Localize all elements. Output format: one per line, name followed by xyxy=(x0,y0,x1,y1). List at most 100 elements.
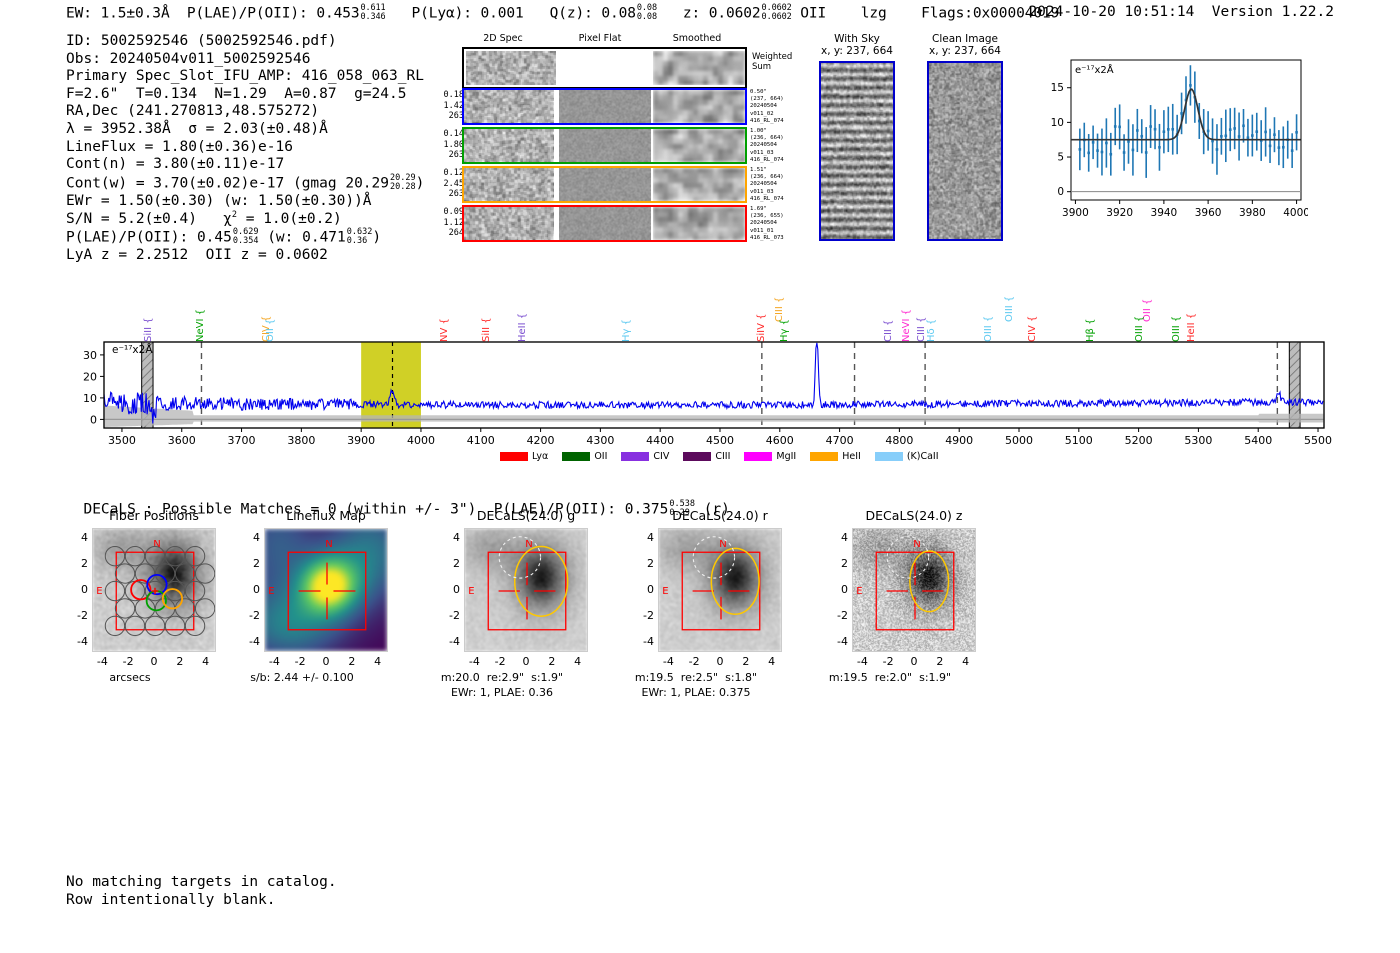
cutout-ytick: 2 xyxy=(841,557,848,571)
footer-line-2: Row intentionally blank. xyxy=(66,891,276,908)
info-lineflux: LineFlux = 1.80(±0.36)e-16 xyxy=(66,138,293,155)
svg-text:10: 10 xyxy=(83,392,97,405)
emission-line-label: HeII { xyxy=(516,312,528,342)
spec2d-panel-group: 2D Spec Pixel Flat Smoothed Weighted Sum xyxy=(430,33,792,248)
cutout-ytick: -2 xyxy=(77,608,88,622)
emission-line-label: CII { xyxy=(883,319,895,342)
cutout-xtick: 4 xyxy=(574,655,582,668)
svg-text:5000: 5000 xyxy=(1005,434,1033,447)
cutout-xtick: 0 xyxy=(716,655,724,668)
cutout-xtick: 4 xyxy=(202,655,210,668)
fiber-left-label: 0.12 2.45 263 xyxy=(443,168,464,199)
cutout-ytick: 4 xyxy=(253,531,260,545)
svg-text:E: E xyxy=(856,586,862,597)
cutout-caption-2: EWr: 1, PLAE: 0.36 xyxy=(450,686,554,699)
fiber-meta-label: 1.00" (236, 664) 20240504 v011_03 416_RL… xyxy=(750,128,784,163)
cutout-overlay: NE xyxy=(268,539,367,631)
svg-text:5100: 5100 xyxy=(1065,434,1093,447)
cutout-xtick: -2 xyxy=(688,655,700,668)
header-timestamp-version: 2024-10-20 10:51:14 Version 1.22.2 xyxy=(1028,4,1334,20)
svg-text:N: N xyxy=(913,539,920,550)
weighted-sum-label: Weighted Sum xyxy=(752,52,793,72)
fiber-pixelflat xyxy=(559,168,651,201)
cutout-ytick: -4 xyxy=(77,634,88,648)
svg-text:3700: 3700 xyxy=(228,434,256,447)
svg-text:3940: 3940 xyxy=(1151,207,1178,219)
cutout-ytick: -4 xyxy=(449,634,460,648)
legend-swatch xyxy=(621,452,650,461)
cutout-overlay: NE xyxy=(856,536,955,631)
fiber-row xyxy=(462,205,747,242)
decals-header-text: DECaLS : Possible Matches = 0 (within +/… xyxy=(83,501,669,518)
cutout-overlay: NE xyxy=(662,536,761,631)
zoom-plot-svg: e⁻¹⁷x2Å 3900 3920 3940 3960 3980 4000 0 5 10 15 xyxy=(1051,59,1310,219)
info-plae: P(LAE)/P(OII): 0.450.629 0.354 (w: 0.4710… xyxy=(66,227,382,247)
info-id: ID: 5002592546 (5002592546.pdf) xyxy=(66,33,337,49)
emission-line-label: HeII { xyxy=(1186,312,1198,342)
cutout-xtick: 0 xyxy=(910,655,918,668)
cutout-xtick: -4 xyxy=(468,655,480,668)
cutout-caption: s/b: 2.44 +/- 0.100 xyxy=(250,671,354,684)
source-info-block: ID: 5002592546 (5002592546.pdf) Obs: 202… xyxy=(66,33,424,265)
cutout-ytick: 0 xyxy=(841,583,848,596)
svg-text:4400: 4400 xyxy=(646,434,674,447)
svg-text:3600: 3600 xyxy=(168,434,196,447)
cutout-ytick: 4 xyxy=(647,531,654,545)
emission-line-label: SiIV { xyxy=(755,313,767,342)
cutout-ytick: -4 xyxy=(837,634,848,648)
emission-line-label: Hδ { xyxy=(926,318,938,342)
cutout-xtick: 4 xyxy=(962,655,970,668)
cutout-xtick: 2 xyxy=(176,655,184,668)
cutout-xtick: 4 xyxy=(768,655,776,668)
legend-label: MgII xyxy=(776,451,797,462)
svg-text:4000: 4000 xyxy=(1283,207,1308,219)
cutout-xtick: -4 xyxy=(662,655,674,668)
info-ewr: EWr = 1.50(±0.30) (w: 1.50(±0.30))Å xyxy=(66,193,372,209)
svg-text:4100: 4100 xyxy=(467,434,495,447)
footer-line-1: No matching targets in catalog. xyxy=(66,874,337,890)
clean-image-title: Clean Image xyxy=(931,33,999,45)
z-label: z: xyxy=(682,5,701,22)
svg-text:4700: 4700 xyxy=(826,434,854,447)
info-seeing: F=2.6" T=0.134 N=1.29 A=0.87 g=24.5 xyxy=(66,85,407,102)
cutout-ytick: -2 xyxy=(249,608,260,622)
cutout-xtick: -2 xyxy=(294,655,306,668)
col-title-pixelflat: Pixel Flat xyxy=(578,33,622,44)
col-title-smoothed: Smoothed xyxy=(672,33,722,44)
cutout-xtick: -2 xyxy=(494,655,506,668)
cutout-caption: m:20.0 re:2.9" s:1.9" xyxy=(440,671,564,684)
svg-text:3500: 3500 xyxy=(108,434,136,447)
emission-line-label: OIII { xyxy=(1134,315,1146,342)
cutout-overlay: NE xyxy=(96,539,215,637)
svg-text:N: N xyxy=(325,539,332,550)
classification-label: lzg xyxy=(860,5,887,22)
cutout-xtick: -4 xyxy=(96,655,108,668)
cutout-xtick: 0 xyxy=(150,655,158,668)
legend-label: HeII xyxy=(842,451,861,462)
svg-text:4500: 4500 xyxy=(706,434,734,447)
clean-image-image xyxy=(927,61,1003,241)
fiber-left-label: 0.14 1.80 263 xyxy=(443,129,464,160)
plae-poii-value: 0.453 xyxy=(316,5,360,22)
clean-image-panel: Clean Image x, y: 237, 664 xyxy=(920,33,1010,241)
legend-label: Lyα xyxy=(532,451,549,462)
cutout-caption: arcsecs xyxy=(109,671,151,684)
qz-value: 0.08 xyxy=(601,5,636,22)
svg-text:E: E xyxy=(96,586,102,597)
emission-line-label: NV { xyxy=(438,318,450,342)
z-range: 0.0602 0.0602 xyxy=(761,3,792,22)
info-sn-chi2: S/N = 5.2(±0.4) χ2 = 1.0(±0.2) xyxy=(66,209,342,227)
cutout-title: DECaLS(24.0) z xyxy=(865,508,963,523)
plya-value: 0.001 xyxy=(480,5,524,22)
cutout-ytick: 2 xyxy=(253,557,260,571)
cutout-ytick: 0 xyxy=(253,583,260,596)
cutout-panel: DECaLS(24.0) r N E 4 2 0 -2 -4 -4 -2 0 2 4 m:19.5 re:… xyxy=(634,508,804,699)
emission-line-label: NeVI { xyxy=(900,309,912,342)
svg-text:N: N xyxy=(525,539,532,550)
fiber-meta-label: 0.50" (237, 664) 20240504 v011_02 416_RL… xyxy=(750,89,784,124)
header-summary-line: EW: 1.5±0.3Å P(LAE)/P(OII): 0.4530.611 0.… xyxy=(66,4,1059,22)
emission-line-label: Hγ { xyxy=(778,319,790,342)
fiber-meta-label: 1.69" (236, 655) 20240504 v011_01 416_RL… xyxy=(750,206,784,241)
